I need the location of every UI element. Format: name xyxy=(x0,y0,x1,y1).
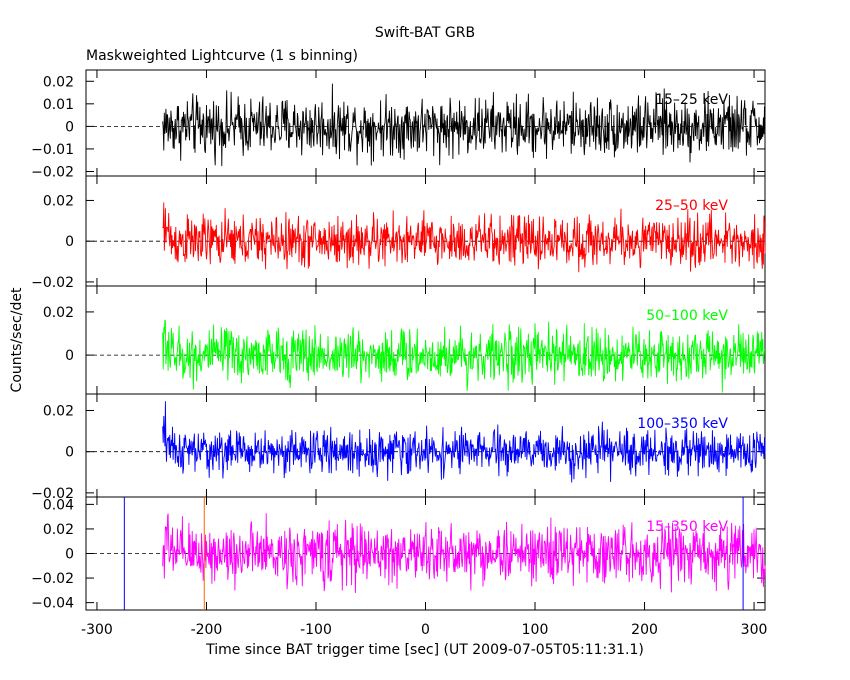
y-tick-label: −0.04 xyxy=(31,596,74,612)
panel-1: 0.02 0.01 0 −0.01 −0.02 15–25 keV xyxy=(31,69,766,180)
chart-subtitle: Maskweighted Lightcurve (1 s binning) xyxy=(86,48,358,64)
y-tick-label: −0.02 xyxy=(31,275,74,291)
band-label: 15–350 keV xyxy=(646,519,728,535)
y-tick-label: 0 xyxy=(65,234,74,250)
y-tick-label: 0 xyxy=(65,119,74,135)
y-axis-label: Counts/sec/det xyxy=(9,287,25,392)
y-tick-label: 0.01 xyxy=(43,97,74,113)
x-tick-label: 300 xyxy=(741,622,768,638)
band-label: 100–350 keV xyxy=(637,416,728,432)
series-line xyxy=(162,202,766,273)
chart-title: Swift-BAT GRB xyxy=(375,25,475,41)
y-tick-label: −0.02 xyxy=(31,486,74,502)
y-tick-label: 0.02 xyxy=(43,522,74,538)
y-tick-label: −0.02 xyxy=(31,164,74,180)
band-label: 50–100 keV xyxy=(646,308,728,324)
panel-5: 0.04 0.02 0 −0.02 −0.04 15–350 keV xyxy=(31,496,766,612)
y-tick-label: −0.02 xyxy=(31,571,74,587)
panel-2: 0.02 0 −0.02 25–50 keV xyxy=(31,175,766,291)
y-tick-label: 0 xyxy=(65,445,74,461)
series-line xyxy=(162,83,766,167)
x-tick-label: 200 xyxy=(631,622,658,638)
x-tick-label: -100 xyxy=(300,622,332,638)
x-tick-label: -300 xyxy=(81,622,113,638)
band-label: 15–25 keV xyxy=(655,92,728,108)
panel-4: 0.02 0 −0.02 100–350 keV xyxy=(31,393,766,502)
y-tick-label: 0 xyxy=(65,547,74,563)
x-axis-label: Time since BAT trigger time [sec] (UT 20… xyxy=(205,642,644,658)
x-tick-label: 100 xyxy=(522,622,549,638)
series-line xyxy=(162,401,766,483)
y-tick-label: 0.02 xyxy=(43,305,74,321)
band-label: 25–50 keV xyxy=(655,198,728,214)
series-line xyxy=(162,513,766,594)
y-tick-label: 0.02 xyxy=(43,74,74,90)
x-tick-label: -200 xyxy=(191,622,223,638)
y-tick-label: 0.02 xyxy=(43,193,74,209)
series-line xyxy=(162,319,766,393)
y-tick-label: 0 xyxy=(65,348,74,364)
x-tick-label: 0 xyxy=(421,622,430,638)
panel-3: 0.02 0 50–100 keV xyxy=(43,285,766,395)
y-tick-label: 0.04 xyxy=(43,497,74,513)
y-tick-label: −0.01 xyxy=(31,142,74,158)
y-tick-label: 0.02 xyxy=(43,403,74,419)
panels-group: 0.02 0.01 0 −0.01 −0.02 15–25 keV 0.02 0 −0.02 25… xyxy=(31,69,768,638)
